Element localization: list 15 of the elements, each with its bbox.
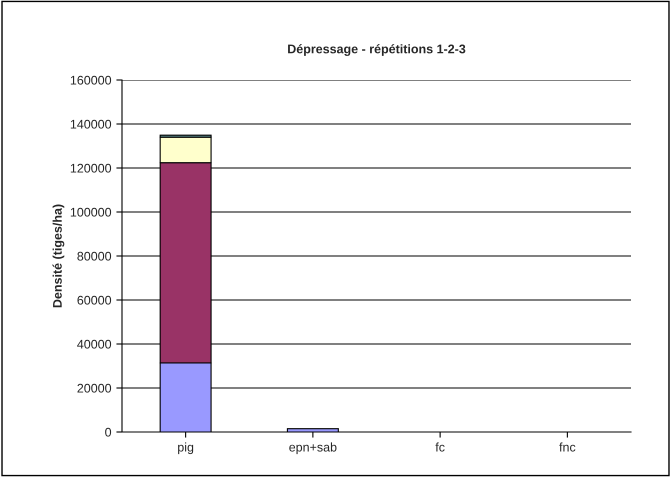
- y-tick-label: 20000: [77, 384, 112, 393]
- x-tick-label: fc: [435, 442, 445, 452]
- y-tick-label: 40000: [77, 340, 112, 349]
- y-tick-label: 80000: [77, 252, 112, 261]
- x-tick-label: epn+sab: [289, 442, 337, 454]
- y-tick-label: 100000: [70, 208, 112, 217]
- y-tick-label: 0: [105, 428, 112, 437]
- chart-title: Dépressage - répétitions 1-2-3: [288, 44, 466, 56]
- y-tick-label: 160000: [70, 76, 112, 85]
- x-tick-label: fnc: [559, 442, 576, 452]
- y-tick-label: 140000: [70, 120, 112, 129]
- x-tick-label: pig: [178, 442, 194, 454]
- y-axis-title: Densité (tiges/ha): [52, 204, 64, 308]
- y-tick-label: 60000: [77, 296, 112, 305]
- y-tick-label: 120000: [70, 164, 112, 173]
